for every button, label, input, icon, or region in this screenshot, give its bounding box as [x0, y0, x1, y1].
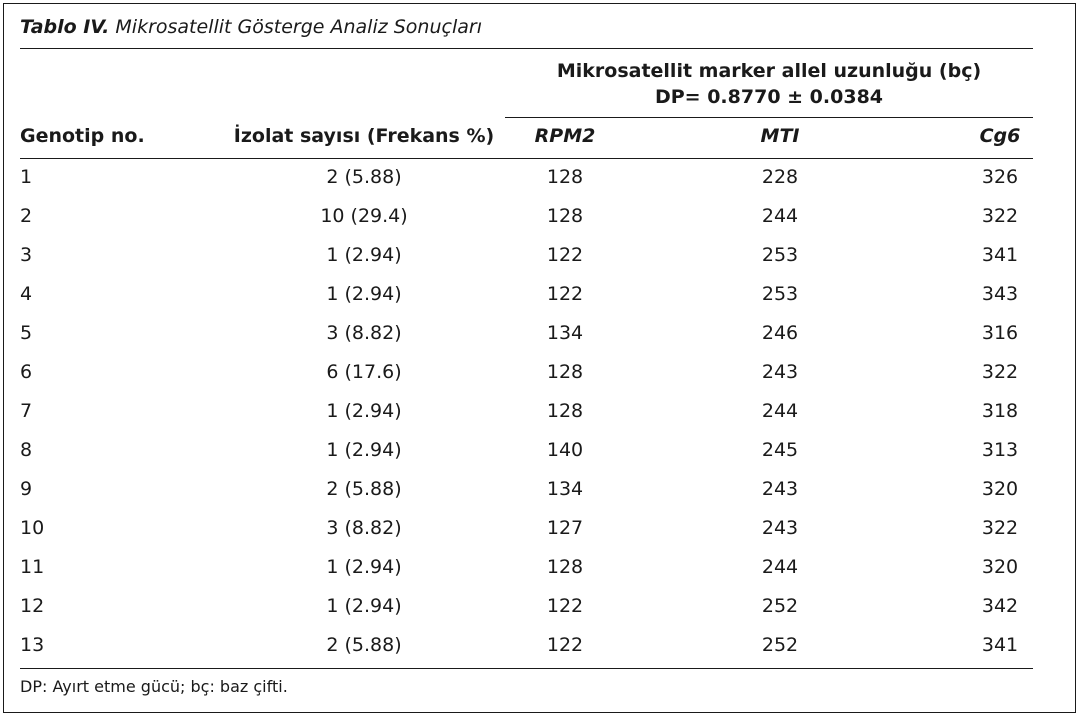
table-row: 6 6 (17.6) 128 243 322: [0, 361, 1081, 400]
cell-rpm2: 140: [546, 439, 584, 461]
cell-genotype: 6: [20, 361, 33, 383]
table-row: 10 3 (8.82) 127 243 322: [0, 517, 1081, 556]
cell-isolates: 1 (2.94): [326, 556, 402, 578]
cell-mti: 244: [761, 400, 799, 422]
cell-genotype: 2: [20, 205, 33, 227]
cell-cg6: 318: [981, 400, 1019, 422]
cell-isolates: 1 (2.94): [326, 244, 402, 266]
cell-rpm2: 122: [546, 595, 584, 617]
table-row: 2 10 (29.4) 128 244 322: [0, 205, 1081, 244]
col-header-rpm2: RPM2: [534, 125, 596, 147]
cell-isolates: 2 (5.88): [326, 634, 402, 656]
cell-rpm2: 128: [546, 361, 584, 383]
cell-isolates: 10 (29.4): [320, 205, 408, 227]
top-rule: [20, 48, 1033, 49]
table-row: 7 1 (2.94) 128 244 318: [0, 400, 1081, 439]
table-row: 5 3 (8.82) 134 246 316: [0, 322, 1081, 361]
cell-genotype: 10: [20, 517, 45, 539]
marker-group-title: Mikrosatellit marker allel uzunluğu (bç): [556, 60, 982, 82]
cell-mti: 243: [761, 361, 799, 383]
table-row: 12 1 (2.94) 122 252 342: [0, 595, 1081, 634]
col-header-genotype: Genotip no.: [20, 125, 145, 147]
cell-isolates: 2 (5.88): [326, 166, 402, 188]
cell-cg6: 343: [981, 283, 1019, 305]
cell-rpm2: 128: [546, 400, 584, 422]
cell-cg6: 341: [981, 634, 1019, 656]
col-header-cg6: Cg6: [979, 125, 1021, 147]
cell-isolates: 1 (2.94): [326, 439, 402, 461]
cell-rpm2: 134: [546, 322, 584, 344]
cell-cg6: 322: [981, 361, 1019, 383]
cell-cg6: 322: [981, 205, 1019, 227]
group-rule: [505, 117, 1033, 118]
cell-genotype: 11: [20, 556, 45, 578]
table-title: Tablo IV. Mikrosatellit Gösterge Analiz …: [20, 16, 482, 38]
cell-mti: 252: [761, 634, 799, 656]
cell-mti: 243: [761, 478, 799, 500]
col-header-isolates: İzolat sayısı (Frekans %): [233, 125, 495, 147]
header-rule: [20, 158, 1033, 159]
table-footnote: DP: Ayırt etme gücü; bç: baz çifti.: [20, 677, 288, 696]
cell-cg6: 320: [981, 556, 1019, 578]
cell-mti: 246: [761, 322, 799, 344]
cell-mti: 253: [761, 244, 799, 266]
cell-genotype: 1: [20, 166, 33, 188]
cell-rpm2: 122: [546, 634, 584, 656]
table-row: 11 1 (2.94) 128 244 320: [0, 556, 1081, 595]
cell-rpm2: 134: [546, 478, 584, 500]
cell-genotype: 13: [20, 634, 45, 656]
cell-mti: 228: [761, 166, 799, 188]
table-frame: [3, 3, 1076, 713]
cell-mti: 252: [761, 595, 799, 617]
cell-cg6: 322: [981, 517, 1019, 539]
cell-genotype: 5: [20, 322, 33, 344]
table-label: Tablo IV.: [20, 16, 110, 38]
cell-isolates: 6 (17.6): [326, 361, 402, 383]
cell-mti: 244: [761, 556, 799, 578]
cell-mti: 243: [761, 517, 799, 539]
table-row: 1 2 (5.88) 128 228 326: [0, 166, 1081, 205]
cell-cg6: 341: [981, 244, 1019, 266]
cell-mti: 253: [761, 283, 799, 305]
table-row: 13 2 (5.88) 122 252 341: [0, 634, 1081, 673]
cell-mti: 245: [761, 439, 799, 461]
cell-cg6: 342: [981, 595, 1019, 617]
cell-rpm2: 128: [546, 205, 584, 227]
cell-genotype: 7: [20, 400, 33, 422]
marker-group-header: Mikrosatellit marker allel uzunluğu (bç)…: [505, 58, 1033, 110]
table-row: 9 2 (5.88) 134 243 320: [0, 478, 1081, 517]
cell-isolates: 2 (5.88): [326, 478, 402, 500]
cell-isolates: 1 (2.94): [326, 400, 402, 422]
bottom-rule: [20, 668, 1033, 669]
cell-rpm2: 128: [546, 166, 584, 188]
col-header-mti: MTI: [760, 125, 800, 147]
cell-cg6: 326: [981, 166, 1019, 188]
cell-isolates: 1 (2.94): [326, 283, 402, 305]
cell-genotype: 12: [20, 595, 45, 617]
table-row: 4 1 (2.94) 122 253 343: [0, 283, 1081, 322]
cell-cg6: 316: [981, 322, 1019, 344]
cell-mti: 244: [761, 205, 799, 227]
cell-genotype: 9: [20, 478, 33, 500]
discrimination-power: DP= 0.8770 ± 0.0384: [654, 86, 884, 108]
table-row: 8 1 (2.94) 140 245 313: [0, 439, 1081, 478]
cell-rpm2: 122: [546, 283, 584, 305]
table-caption: Mikrosatellit Gösterge Analiz Sonuçları: [115, 16, 482, 38]
cell-rpm2: 122: [546, 244, 584, 266]
cell-cg6: 313: [981, 439, 1019, 461]
cell-isolates: 3 (8.82): [326, 322, 402, 344]
cell-isolates: 3 (8.82): [326, 517, 402, 539]
cell-cg6: 320: [981, 478, 1019, 500]
cell-rpm2: 127: [546, 517, 584, 539]
cell-genotype: 8: [20, 439, 33, 461]
table-row: 3 1 (2.94) 122 253 341: [0, 244, 1081, 283]
cell-genotype: 4: [20, 283, 33, 305]
cell-rpm2: 128: [546, 556, 584, 578]
cell-isolates: 1 (2.94): [326, 595, 402, 617]
cell-genotype: 3: [20, 244, 33, 266]
